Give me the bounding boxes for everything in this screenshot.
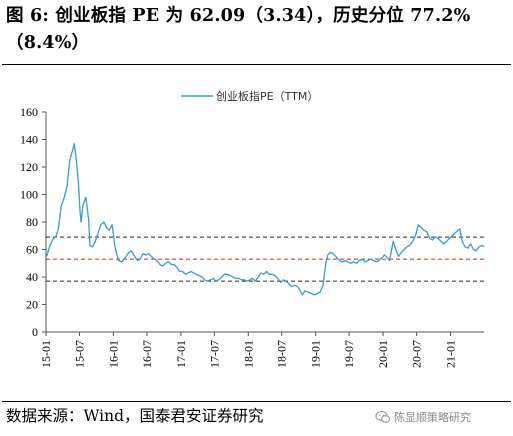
x-tick-label: 17-07 — [207, 340, 221, 368]
y-tick-label: 0 — [32, 325, 38, 339]
x-tick-label: 18-01 — [241, 340, 255, 368]
x-tick-label: 19-07 — [342, 340, 356, 368]
pe-line-chart: 0 20 40 60 80 100 120 140 160 15-01 15-07 16-01 16-0… — [20, 89, 485, 368]
figure-title-line-1: 图 6: 创业板指 PE 为 62.09（3.34），历史分位 77.2% — [6, 6, 471, 26]
y-tick-label: 80 — [26, 215, 38, 229]
y-tick-label: 40 — [26, 270, 38, 284]
x-tick-label: 16-01 — [106, 340, 120, 368]
top-rule — [2, 64, 511, 65]
data-source-note: 数据来源：Wind，国泰君安证券研究 — [6, 407, 264, 425]
x-tick-label: 16-07 — [140, 340, 154, 368]
figure-title-line-2: （8.4%） — [6, 33, 90, 53]
x-tick-label: 18-07 — [275, 340, 289, 368]
x-tick-label: 20-07 — [410, 340, 424, 368]
chart-legend: 创业板指PE（TTM） — [181, 89, 318, 103]
x-tick-label: 19-01 — [309, 340, 323, 368]
y-tick-label: 120 — [20, 160, 38, 174]
x-tick-label: 20-01 — [376, 340, 390, 368]
watermark-text: 陈显顺策略研究 — [394, 411, 471, 424]
figure-title: 图 6: 创业板指 PE 为 62.09（3.34），历史分位 77.2% （8… — [6, 3, 511, 57]
y-tick-label: 140 — [20, 133, 38, 147]
bottom-rule — [2, 401, 511, 402]
y-tick-label: 60 — [26, 243, 38, 257]
reference-lines-layer — [46, 236, 484, 282]
x-tick-label: 15-07 — [72, 340, 86, 368]
series-line-pe-ttm — [46, 142, 485, 296]
series-layer — [46, 142, 485, 296]
y-tick-label: 100 — [20, 188, 38, 202]
y-tick-label: 20 — [26, 298, 38, 312]
x-tick-label: 15-01 — [39, 340, 53, 368]
axes-layer: 0 20 40 60 80 100 120 140 160 15-01 15-07 16-01 16-0… — [20, 105, 484, 368]
x-tick-label: 17-01 — [174, 340, 188, 368]
watermark: 陈显顺策略研究 — [372, 405, 474, 429]
legend-label: 创业板指PE（TTM） — [216, 89, 318, 103]
x-tick-label: 21-01 — [444, 340, 458, 368]
wechat-icon — [375, 410, 391, 423]
y-tick-label: 160 — [20, 105, 38, 119]
